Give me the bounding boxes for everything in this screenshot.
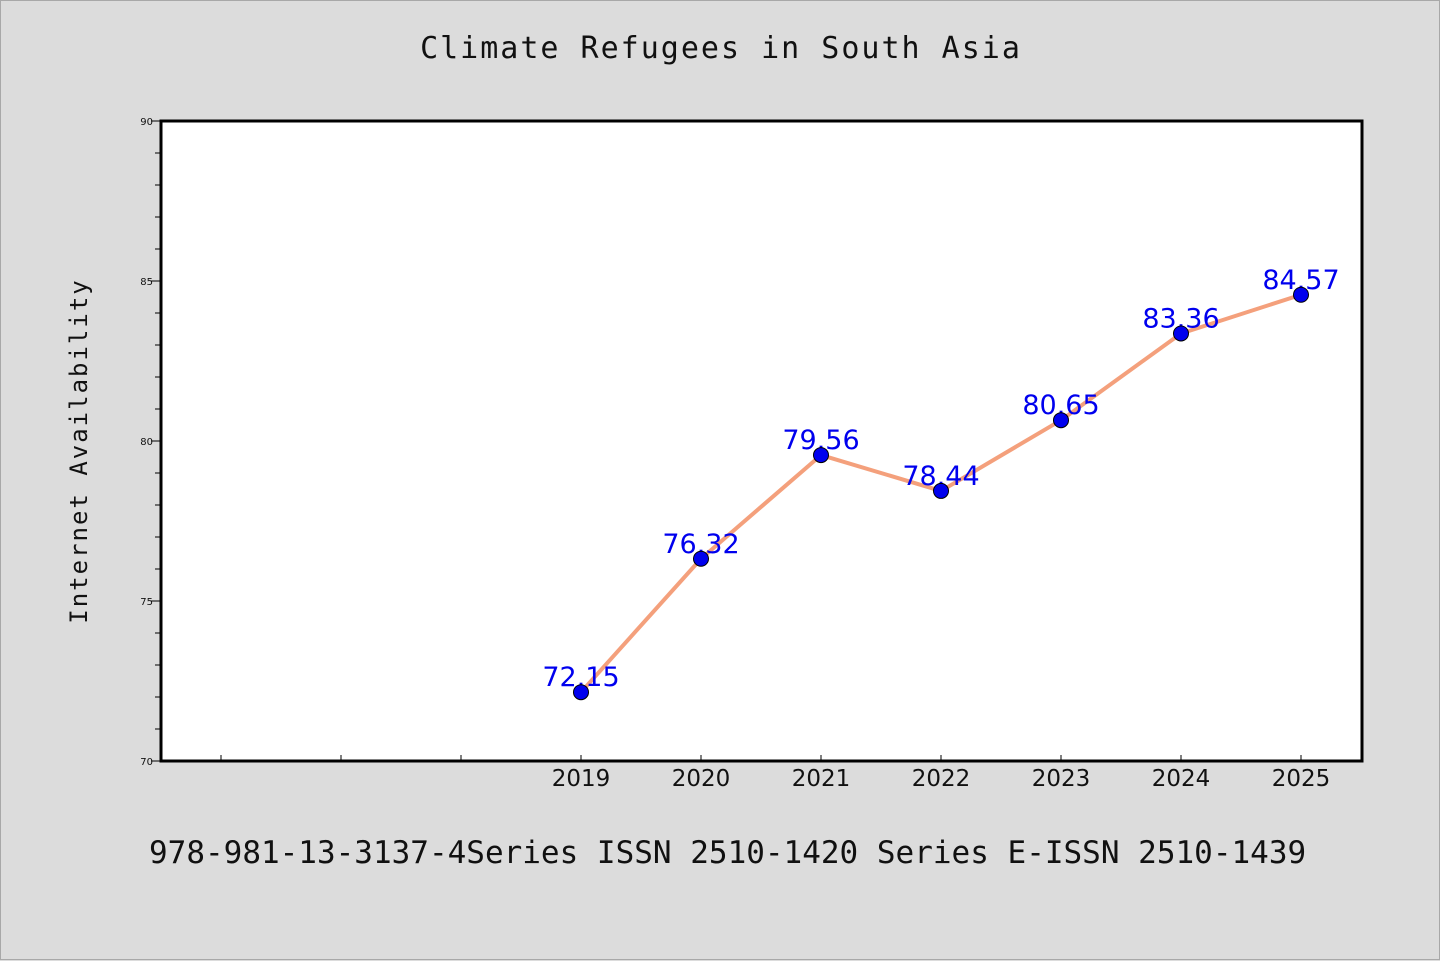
y-tick-label: 75: [140, 597, 153, 608]
data-point: [1053, 412, 1069, 429]
x-tick-label: 2025: [1272, 766, 1331, 792]
x-tick-label: 2020: [672, 766, 731, 792]
data-point: [693, 550, 709, 567]
data-point: [573, 684, 589, 701]
y-axis-title: Internet Availability: [65, 278, 93, 623]
data-point: [813, 447, 829, 464]
y-tick-label: 70: [140, 757, 153, 768]
data-point: [1293, 286, 1309, 303]
x-tick-label: 2019: [552, 766, 611, 792]
data-point: [1173, 325, 1189, 342]
x-tick-label: 2024: [1152, 766, 1211, 792]
y-axis: 70 75 80 85 90: [140, 117, 161, 768]
x-tick-label: 2021: [792, 766, 851, 792]
chart-title: Climate Refugees in South Asia: [420, 31, 1022, 66]
y-tick-label: 90: [140, 117, 153, 128]
y-tick-label: 80: [140, 437, 153, 448]
plot-area: [159, 119, 1364, 763]
data-point: [933, 482, 949, 499]
y-tick-label: 85: [140, 277, 153, 288]
x-tick-label: 2022: [912, 766, 971, 792]
x-axis: 2019 2020 2021 2022 2023 2024 2025: [220, 755, 1331, 792]
footer-isbn-text: 978-981-13-3137-4Series ISSN 2510-1420 S…: [149, 835, 1307, 871]
x-tick-label: 2023: [1032, 766, 1091, 792]
